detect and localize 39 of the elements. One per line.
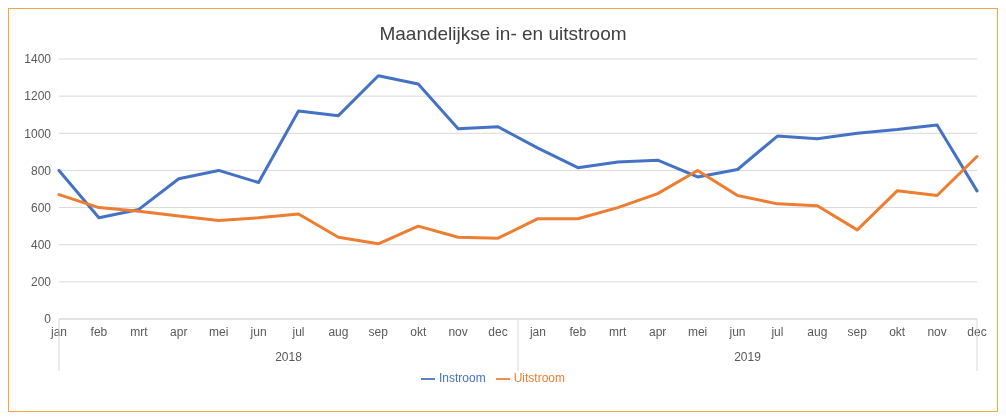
x-tick-label: mei bbox=[687, 324, 708, 339]
legend-label: Instroom bbox=[438, 371, 486, 385]
x-tick-label: sep bbox=[368, 324, 389, 339]
text: 2019 bbox=[734, 350, 762, 364]
legend-label: Uitstroom bbox=[513, 371, 566, 385]
line-series bbox=[57, 155, 979, 246]
x-tick-label: mei bbox=[208, 324, 229, 339]
y-tick-label: 1200 bbox=[24, 89, 52, 104]
y-tick-label: 400 bbox=[30, 237, 52, 252]
x-tick-label: nov bbox=[448, 324, 468, 339]
x-tick-label: apr bbox=[170, 324, 188, 339]
y-tick-label: 600 bbox=[30, 200, 52, 215]
line-series bbox=[57, 74, 979, 220]
chart-title: Maandelijkse in- en uitstroom bbox=[378, 23, 628, 45]
x-tick-label: feb bbox=[569, 324, 587, 339]
x-tick-label: jun bbox=[249, 324, 267, 339]
x-tick-label: nov bbox=[927, 324, 947, 339]
x-tick-label: jul bbox=[770, 324, 784, 339]
x-tick-label: feb bbox=[90, 324, 108, 339]
y-tick-label: 0 bbox=[44, 312, 52, 327]
x-tick-label: jul bbox=[291, 324, 305, 339]
y-tick-label: 1000 bbox=[24, 126, 52, 141]
y-tick-label: 200 bbox=[30, 275, 52, 290]
x-tick-label: jun bbox=[728, 324, 746, 339]
x-tick-label: sep bbox=[847, 324, 868, 339]
text: 2018 bbox=[275, 350, 303, 364]
y-tick-label: 1400 bbox=[24, 52, 52, 67]
x-tick-label: aug bbox=[807, 324, 828, 339]
x-tick-label: mrt bbox=[609, 324, 628, 339]
x-tick-label: aug bbox=[328, 324, 349, 339]
x-tick-label: dec bbox=[967, 324, 987, 339]
x-tick-label: dec bbox=[488, 324, 508, 339]
x-tick-label: jan bbox=[49, 324, 68, 339]
y-tick-label: 800 bbox=[30, 163, 52, 178]
x-tick-label: apr bbox=[649, 324, 667, 339]
x-tick-label: okt bbox=[889, 324, 906, 339]
x-tick-label: jan bbox=[528, 324, 546, 339]
x-tick-label: mrt bbox=[130, 324, 149, 339]
x-tick-label: okt bbox=[410, 324, 427, 339]
